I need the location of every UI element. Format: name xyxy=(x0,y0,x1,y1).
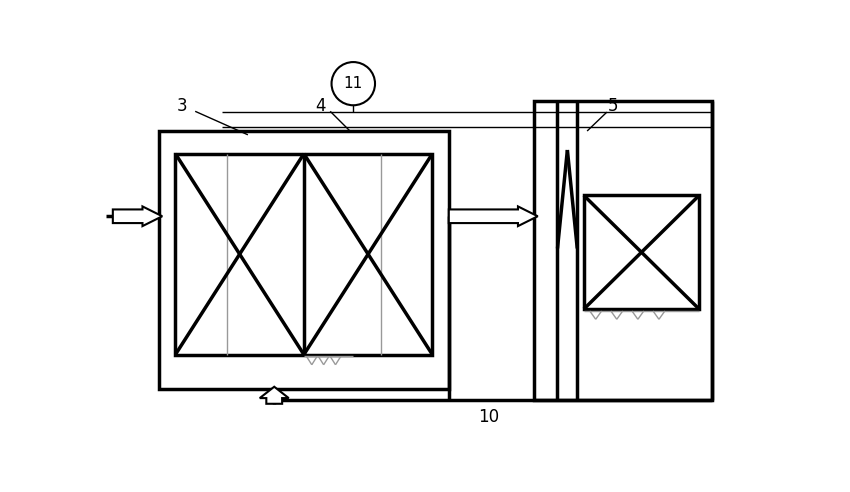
Text: 4: 4 xyxy=(315,97,326,116)
Polygon shape xyxy=(449,207,538,226)
Text: 10: 10 xyxy=(478,408,499,426)
Bar xyxy=(535,101,712,400)
Ellipse shape xyxy=(332,62,375,105)
Text: 3: 3 xyxy=(177,97,187,116)
Text: 5: 5 xyxy=(609,97,619,116)
Bar xyxy=(159,131,449,389)
Polygon shape xyxy=(260,387,289,404)
Bar xyxy=(175,154,433,355)
Bar xyxy=(584,195,699,309)
Text: 11: 11 xyxy=(343,76,363,91)
Polygon shape xyxy=(113,207,162,226)
